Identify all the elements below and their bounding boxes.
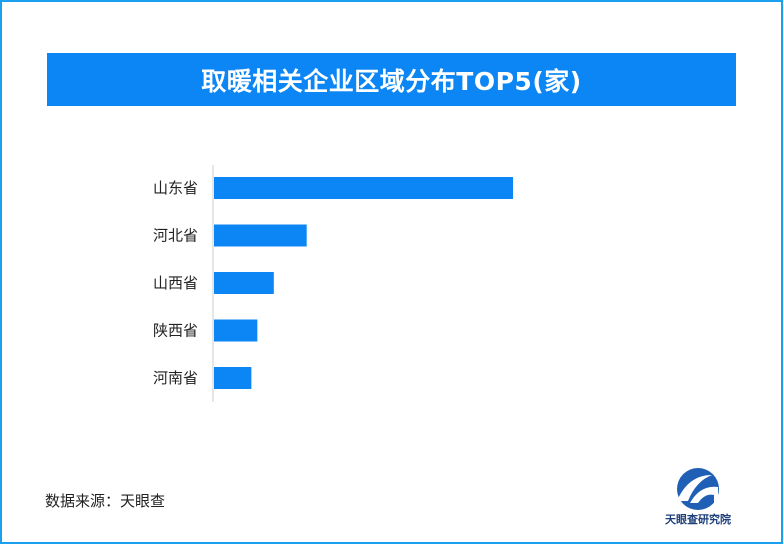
tianyancha-logo: 天眼查研究院 [648,465,748,535]
data-source-note: 数据来源：天眼查 [45,492,166,510]
bars-group [214,177,513,389]
logo-text: 天眼查研究院 [665,513,731,526]
category-label-4: 陕西省 [153,322,198,340]
bar-5 [214,367,252,389]
category-label-5: 河南省 [153,369,198,387]
bar-3 [214,272,274,294]
chart-title: 取暖相关企业区域分布TOP5(家) [201,66,582,96]
category-label-2: 河北省 [153,227,198,245]
bar-1 [214,177,513,199]
category-label-1: 山东省 [153,179,198,197]
title-banner: 取暖相关企业区域分布TOP5(家) [47,53,736,106]
logo-mark-icon [677,468,719,510]
category-label-3: 山西省 [153,274,198,292]
bar-2 [214,224,307,247]
bar-4 [214,319,258,342]
